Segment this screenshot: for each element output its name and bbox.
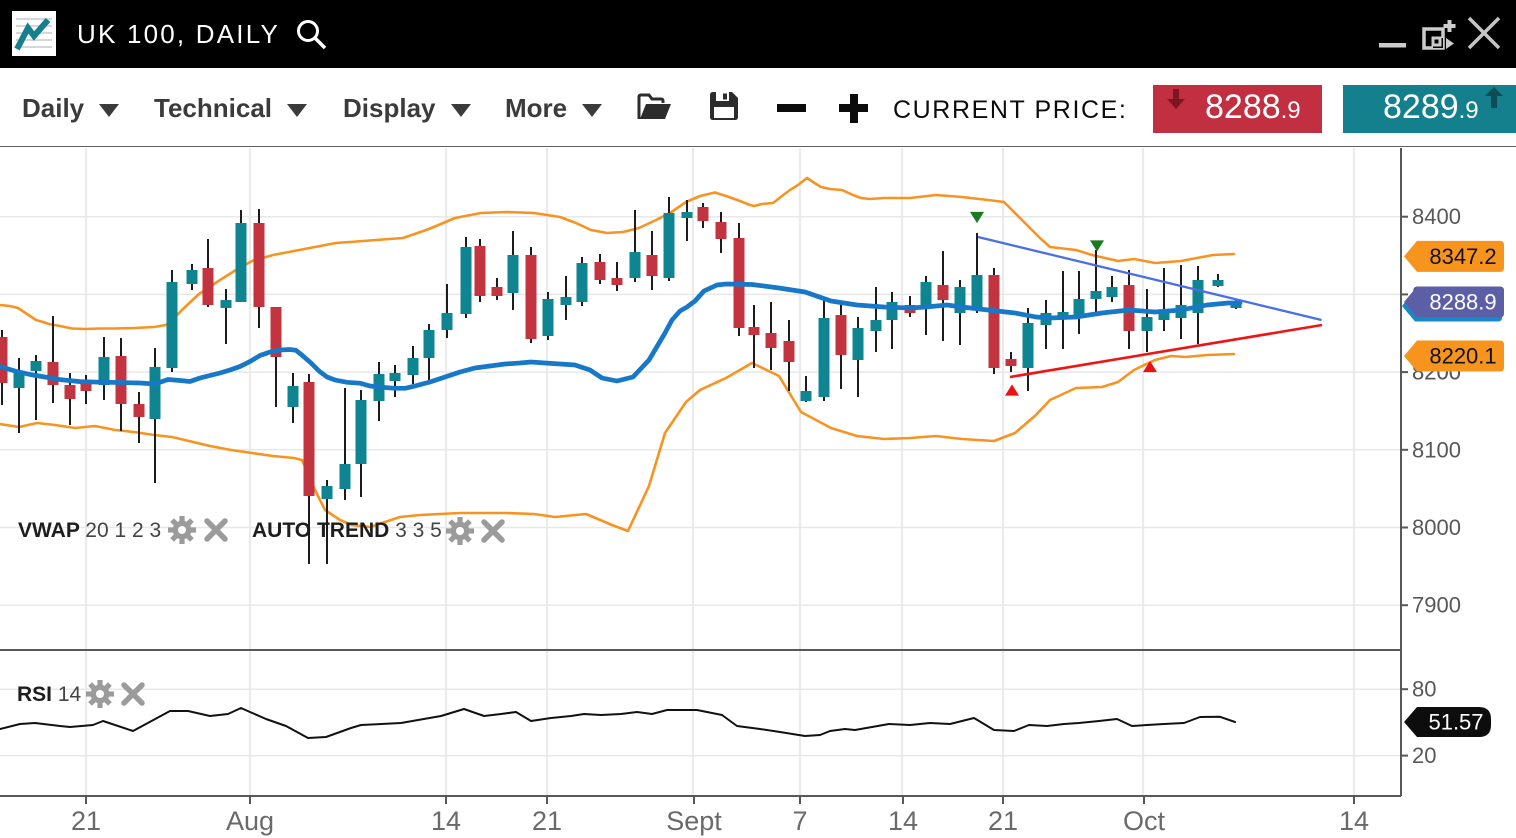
svg-text:14: 14: [431, 806, 461, 836]
svg-text:51.57: 51.57: [1428, 710, 1483, 735]
svg-text:8000: 8000: [1412, 515, 1461, 540]
svg-text:14: 14: [888, 806, 918, 836]
svg-text:8100: 8100: [1412, 437, 1461, 462]
svg-text:80: 80: [1412, 677, 1436, 702]
svg-text:Aug: Aug: [226, 806, 274, 836]
svg-text:21: 21: [71, 806, 101, 836]
svg-text:8288.9: 8288.9: [1429, 290, 1496, 315]
svg-text:VWAP 20 1 2 3: VWAP 20 1 2 3: [18, 519, 161, 542]
svg-text:8220.1: 8220.1: [1429, 344, 1496, 369]
svg-text:8347.2: 8347.2: [1429, 244, 1496, 269]
svg-text:20: 20: [1412, 743, 1436, 768]
svg-text:RSI 14: RSI 14: [17, 683, 82, 706]
svg-text:8400: 8400: [1412, 204, 1461, 229]
svg-text:21: 21: [988, 806, 1018, 836]
svg-text:AUTO TREND 3 3 5: AUTO TREND 3 3 5: [252, 519, 442, 542]
svg-text:14: 14: [1339, 806, 1369, 836]
svg-text:7900: 7900: [1412, 593, 1461, 618]
svg-text:21: 21: [532, 806, 562, 836]
svg-text:Oct: Oct: [1123, 806, 1166, 836]
svg-text:Sept: Sept: [666, 806, 722, 836]
svg-text:7: 7: [792, 806, 807, 836]
